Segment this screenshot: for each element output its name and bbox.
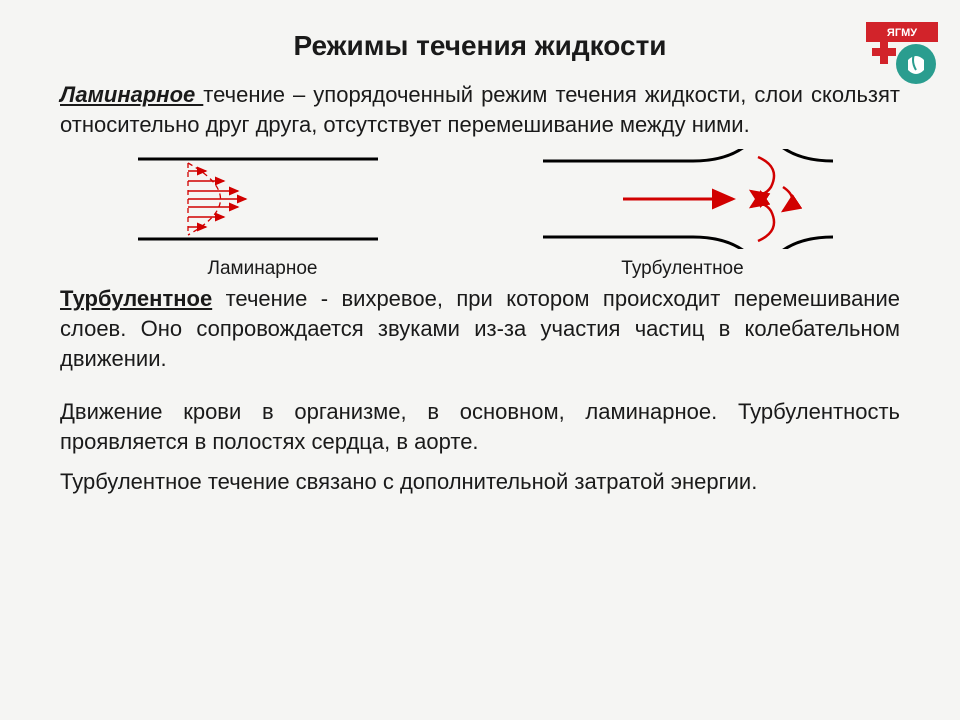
term-turbulent: Турбулентное <box>60 286 212 311</box>
paragraph-blood-flow: Движение крови в организме, в основном, … <box>60 397 900 456</box>
paragraph-turbulent-def: Турбулентное течение - вихревое, при кот… <box>60 284 900 373</box>
turbulent-label: Турбулентное <box>533 258 833 280</box>
term-laminar: Ламинарное <box>60 82 203 107</box>
turbulent-flow-diagram <box>533 149 833 249</box>
logo-badge: ЯГМУ <box>866 22 938 88</box>
page-title: Режимы течения жидкости <box>60 30 900 62</box>
laminar-label: Ламинарное <box>128 258 398 280</box>
paragraph-energy: Турбулентное течение связано с дополните… <box>60 467 900 497</box>
laminar-flow-diagram <box>128 149 398 249</box>
diagrams-row: Ламинарное Турбулентное <box>60 149 900 280</box>
laminar-diagram-box: Ламинарное <box>128 149 398 280</box>
paragraph-laminar-def: Ламинарное течение – упорядоченный режим… <box>60 80 900 139</box>
turbulent-diagram-box: Турбулентное <box>533 149 833 280</box>
logo-text: ЯГМУ <box>887 27 917 39</box>
